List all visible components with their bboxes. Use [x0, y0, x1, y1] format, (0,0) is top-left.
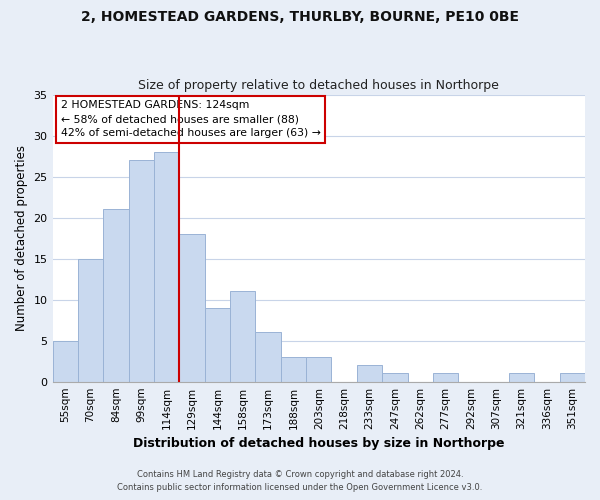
Bar: [256, 332, 281, 382]
Bar: [53, 340, 78, 382]
Bar: [128, 160, 154, 382]
Bar: [78, 258, 103, 382]
Bar: [382, 374, 407, 382]
Bar: [230, 292, 256, 382]
Bar: [433, 374, 458, 382]
Text: 2 HOMESTEAD GARDENS: 124sqm
← 58% of detached houses are smaller (88)
42% of sem: 2 HOMESTEAD GARDENS: 124sqm ← 58% of det…: [61, 100, 320, 138]
Text: 2, HOMESTEAD GARDENS, THURLBY, BOURNE, PE10 0BE: 2, HOMESTEAD GARDENS, THURLBY, BOURNE, P…: [81, 10, 519, 24]
Title: Size of property relative to detached houses in Northorpe: Size of property relative to detached ho…: [139, 79, 499, 92]
Bar: [281, 357, 306, 382]
Bar: [179, 234, 205, 382]
Bar: [306, 357, 331, 382]
Bar: [560, 374, 585, 382]
Bar: [509, 374, 534, 382]
Bar: [103, 210, 128, 382]
Bar: [357, 366, 382, 382]
Y-axis label: Number of detached properties: Number of detached properties: [15, 145, 28, 331]
Bar: [205, 308, 230, 382]
Bar: [154, 152, 179, 382]
X-axis label: Distribution of detached houses by size in Northorpe: Distribution of detached houses by size …: [133, 437, 505, 450]
Text: Contains HM Land Registry data © Crown copyright and database right 2024.
Contai: Contains HM Land Registry data © Crown c…: [118, 470, 482, 492]
